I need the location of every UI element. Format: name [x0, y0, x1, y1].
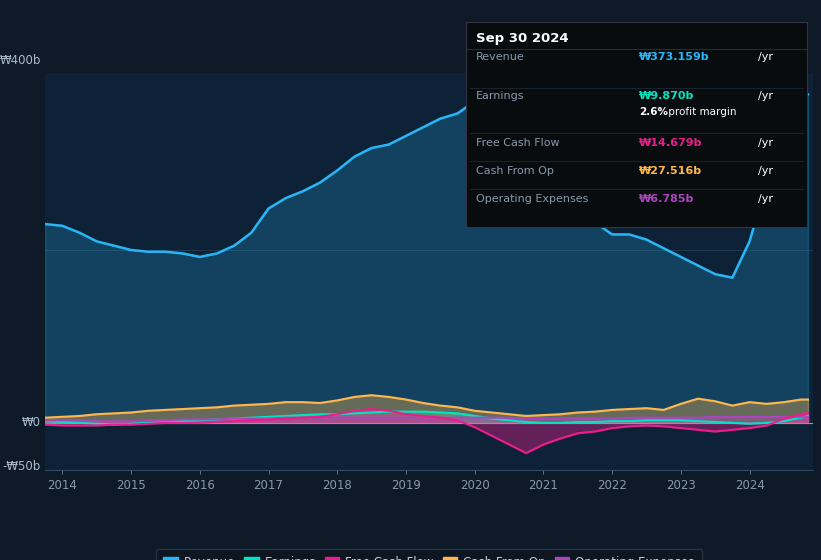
Text: ₩6.785b: ₩6.785b [639, 194, 694, 204]
Text: Revenue: Revenue [476, 52, 525, 62]
Text: /yr: /yr [758, 52, 773, 62]
Text: Earnings: Earnings [476, 91, 525, 101]
Text: Free Cash Flow: Free Cash Flow [476, 138, 560, 148]
Text: -₩50b: -₩50b [2, 460, 41, 473]
Text: 2.6%: 2.6% [639, 107, 667, 117]
Text: ₩373.159b: ₩373.159b [639, 52, 709, 62]
Text: ₩9.870b: ₩9.870b [639, 91, 694, 101]
Text: /yr: /yr [758, 138, 773, 148]
Text: ₩400b: ₩400b [0, 54, 41, 67]
Text: ₩27.516b: ₩27.516b [639, 166, 702, 176]
Text: /yr: /yr [758, 166, 773, 176]
Text: profit margin: profit margin [665, 107, 736, 117]
Text: /yr: /yr [758, 91, 773, 101]
Legend: Revenue, Earnings, Free Cash Flow, Cash From Op, Operating Expenses: Revenue, Earnings, Free Cash Flow, Cash … [156, 549, 702, 560]
Text: Cash From Op: Cash From Op [476, 166, 554, 176]
Text: ₩0: ₩0 [22, 417, 41, 430]
Text: ₩14.679b: ₩14.679b [639, 138, 702, 148]
Text: Sep 30 2024: Sep 30 2024 [476, 32, 569, 45]
Text: /yr: /yr [758, 194, 773, 204]
Text: Operating Expenses: Operating Expenses [476, 194, 589, 204]
